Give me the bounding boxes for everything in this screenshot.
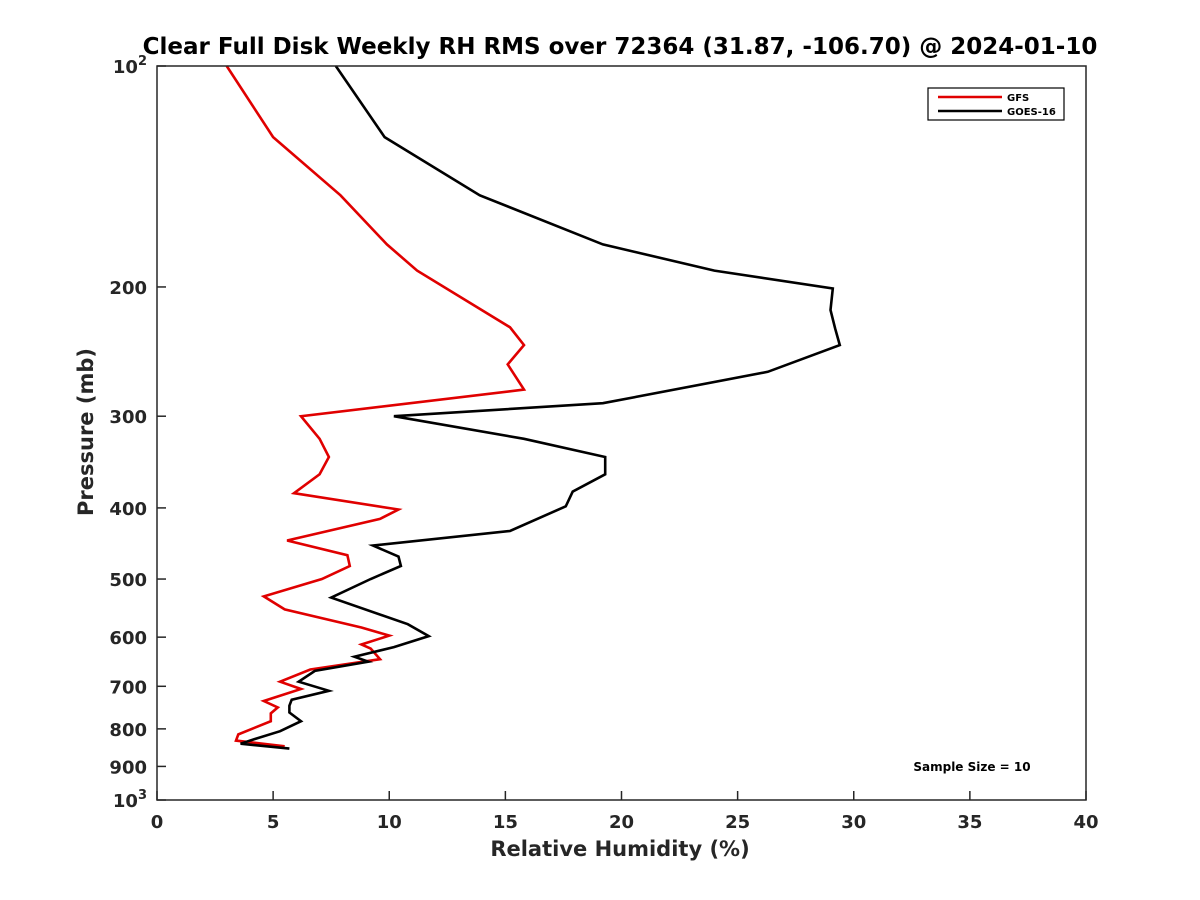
x-tick-label: 20 — [609, 812, 634, 833]
x-axis: 0 5 10 15 20 25 30 35 40 — [151, 791, 1099, 833]
legend-label-goes16: GOES-16 — [1007, 107, 1056, 118]
x-tick-label: 0 — [151, 812, 164, 833]
y-tick-label: 102 — [113, 54, 147, 78]
y-tick-label: 300 — [109, 407, 147, 428]
y-tick-label: 700 — [109, 677, 147, 698]
x-axis-label: Relative Humidity (%) — [490, 837, 749, 861]
x-tick-label: 40 — [1073, 812, 1098, 833]
x-tick-label: 5 — [267, 812, 280, 833]
y-tick-label: 500 — [109, 570, 147, 591]
series-layer — [225, 65, 842, 750]
series-line-gfs — [225, 65, 527, 748]
sample-size-annotation: Sample Size = 10 — [913, 760, 1030, 774]
x-tick-label: 15 — [493, 812, 518, 833]
chart-title: Clear Full Disk Weekly RH RMS over 72364… — [143, 34, 1098, 60]
legend-label-gfs: GFS — [1007, 93, 1029, 104]
series-line-goes16 — [240, 65, 842, 750]
y-tick-label: 200 — [109, 278, 147, 299]
y-tick-label: 900 — [109, 757, 147, 778]
y-tick-label: 400 — [109, 499, 147, 520]
y-axis-label: Pressure (mb) — [74, 348, 98, 516]
legend-box — [927, 87, 1065, 121]
x-tick-label: 35 — [957, 812, 982, 833]
y-axis: 102 200 300 400 500 600 700 800 900 103 — [109, 54, 166, 812]
y-tick-label: 103 — [113, 788, 147, 812]
y-tick-label: 600 — [109, 628, 147, 649]
x-tick-label: 30 — [841, 812, 866, 833]
x-tick-label: 10 — [377, 812, 402, 833]
plot-area: 0 5 10 15 20 25 30 35 40 102 200 300 400 500 600 700 80… — [109, 54, 1098, 833]
x-tick-label: 25 — [725, 812, 750, 833]
legend: GFS GOES-16 — [927, 87, 1065, 121]
y-tick-label: 800 — [109, 720, 147, 741]
